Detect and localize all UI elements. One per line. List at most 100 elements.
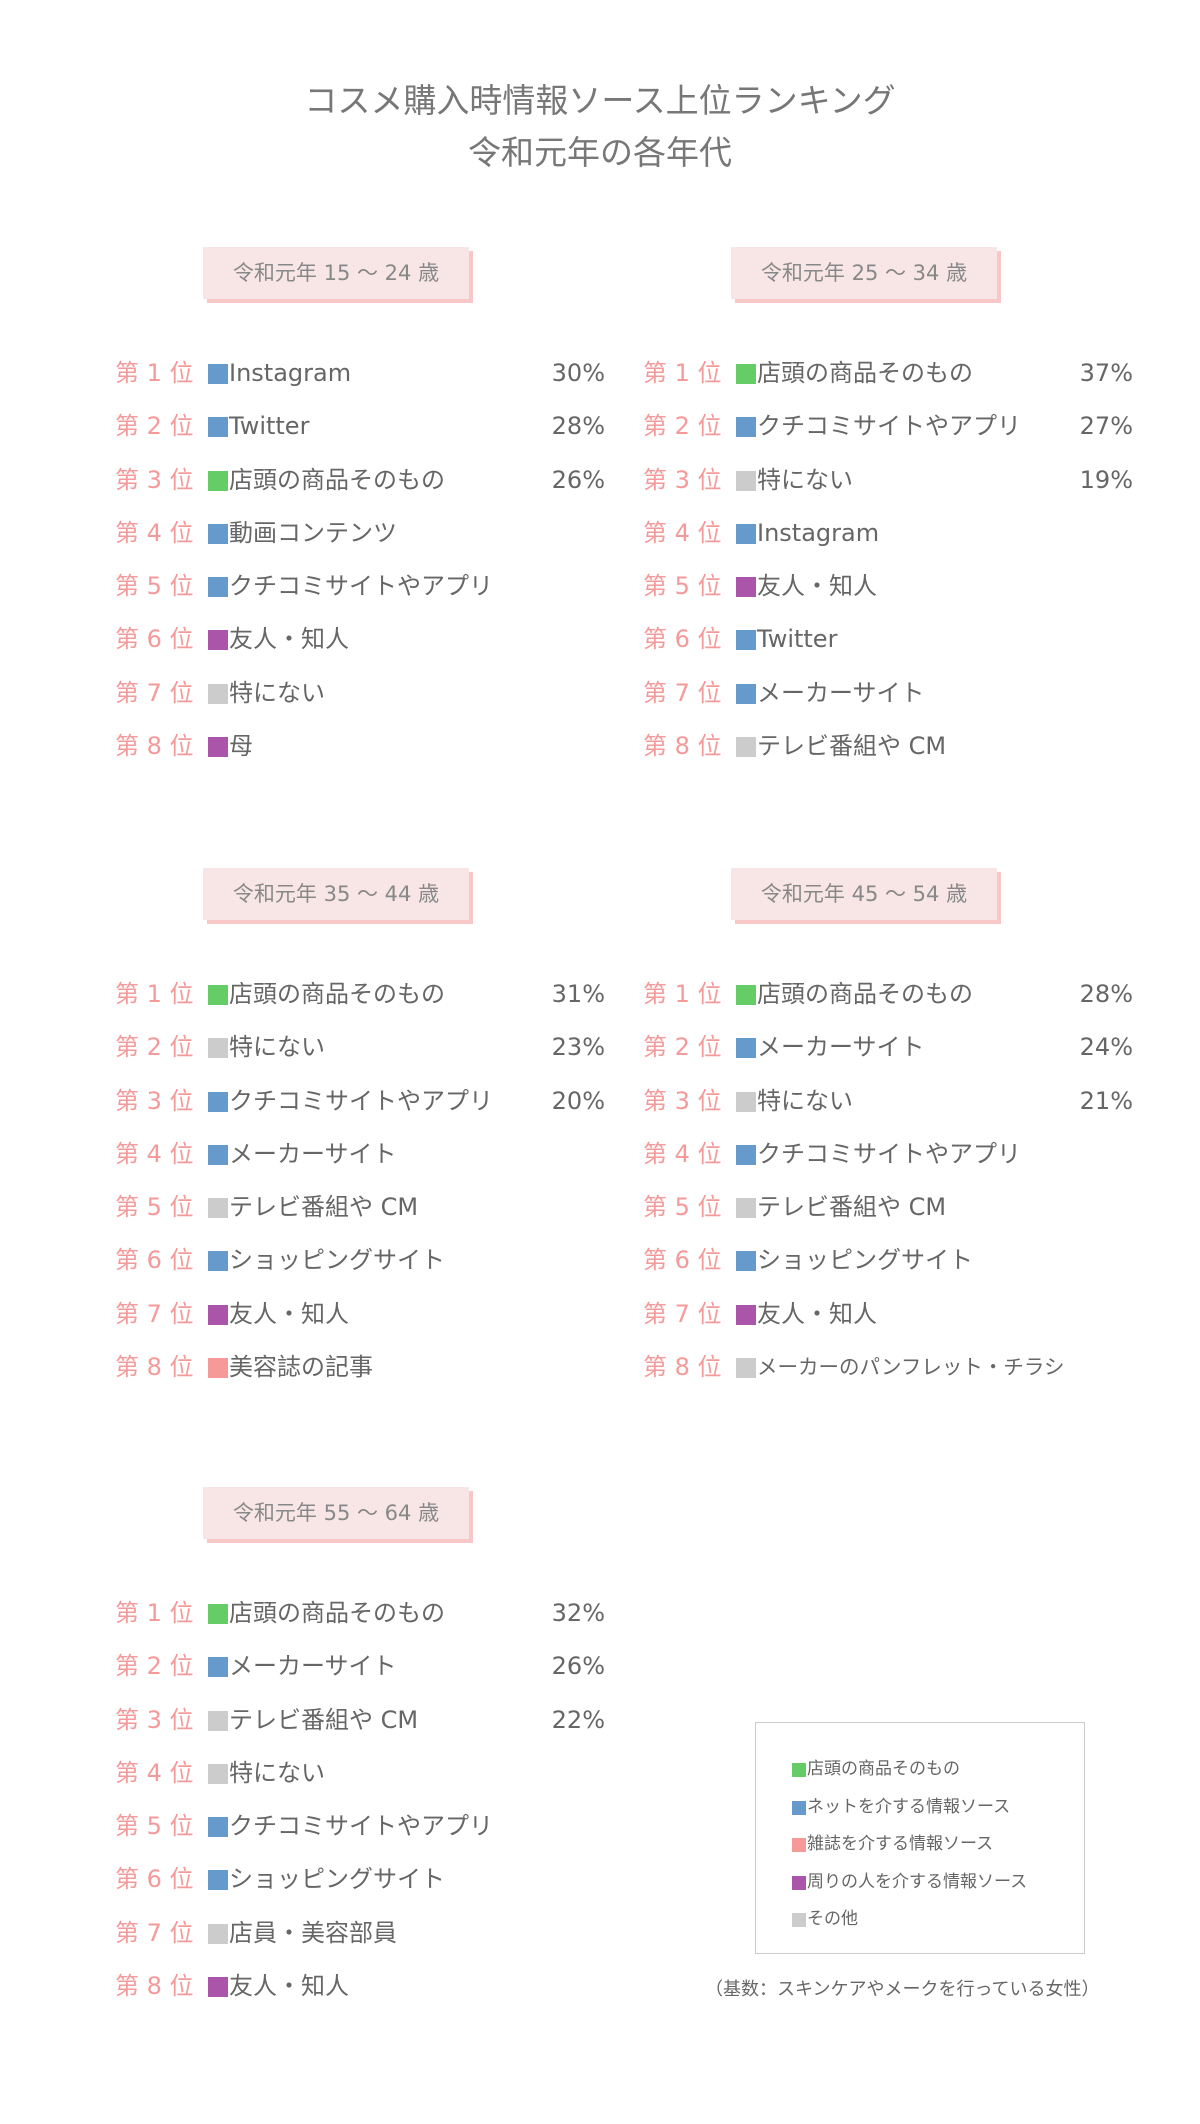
ranking-row: 第 4 位 メーカーサイト — [115, 1128, 605, 1181]
category-swatch — [736, 577, 756, 598]
ranking-row: 第 2 位 Twitter 28% — [115, 400, 605, 453]
source-label: 美容誌の記事 — [229, 1353, 373, 1382]
rank-label: 第 8 位 — [115, 732, 194, 761]
category-swatch — [208, 1763, 228, 1784]
source-label: 母 — [229, 732, 253, 761]
legend-swatch — [792, 1763, 806, 1777]
source-label: 特にない — [757, 1086, 853, 1115]
ranking-row: 第 6 位 友人・知人 — [115, 613, 605, 666]
ranking-row: 第 7 位 友人・知人 — [643, 1288, 1133, 1341]
percent-value: 26% — [551, 465, 605, 494]
rank-label: 第 8 位 — [643, 732, 722, 761]
source-label: テレビ番組や CM — [757, 732, 947, 761]
source-label: 動画コンテンツ — [229, 518, 397, 547]
ranking-row: 第 8 位 友人・知人 — [115, 1960, 605, 2013]
percent-value: 26% — [551, 1652, 605, 1681]
ranking-row: 第 5 位 テレビ番組や CM — [643, 1181, 1133, 1234]
ranking-row: 第 3 位 店頭の商品そのもの 26% — [115, 454, 605, 507]
percent-value: 37% — [1079, 359, 1133, 387]
ranking-row: 第 5 位 クチコミサイトやアプリ — [115, 1800, 605, 1853]
rank-label: 第 3 位 — [115, 1705, 194, 1734]
legend-swatch — [792, 1838, 806, 1852]
ranking-row: 第 7 位 メーカーサイト — [643, 667, 1133, 720]
percent-value: 24% — [1079, 1033, 1133, 1062]
rank-label: 第 8 位 — [115, 1353, 194, 1382]
ranking-row: 第 4 位 動画コンテンツ — [115, 507, 605, 560]
rank-label: 第 1 位 — [643, 980, 722, 1008]
ranking-row: 第 8 位 メーカーのパンフレット・チラシ — [643, 1341, 1133, 1394]
percent-value: 31% — [551, 980, 605, 1008]
rank-label: 第 1 位 — [115, 1599, 194, 1627]
rank-label: 第 2 位 — [643, 1033, 722, 1062]
source-label: テレビ番組や CM — [229, 1193, 419, 1222]
ranking-row: 第 5 位 クチコミサイトやアプリ — [115, 560, 605, 613]
source-label: メーカーのパンフレット・チラシ — [757, 1355, 1065, 1380]
source-label: クチコミサイトやアプリ — [757, 412, 1021, 441]
percent-value: 19% — [1079, 465, 1133, 494]
category-swatch — [208, 985, 228, 1005]
category-swatch — [208, 1358, 228, 1379]
source-label: 店員・美容部員 — [229, 1918, 397, 1947]
source-label: Twitter — [229, 412, 310, 441]
ranking-panel: 令和元年 15 〜 24 歳第 1 位 Instagram 30% 第 2 位 Twit… — [115, 247, 605, 760]
ranking-row: 第 3 位 特にない 21% — [643, 1075, 1133, 1128]
source-label: 店頭の商品そのもの — [757, 359, 973, 387]
rank-label: 第 2 位 — [115, 412, 194, 441]
panel-heading: 令和元年 55 〜 64 歳 — [203, 1487, 469, 1539]
category-swatch — [208, 1657, 228, 1678]
rank-label: 第 8 位 — [115, 1972, 194, 2001]
panel-heading: 令和元年 45 〜 54 歳 — [731, 868, 997, 920]
ranking-row: 第 1 位 Instagram 30% — [115, 347, 605, 400]
category-swatch — [736, 417, 756, 438]
legend-label: ネットを介する情報ソース — [807, 1796, 1011, 1817]
percent-value: 28% — [1079, 980, 1133, 1008]
ranking-row: 第 4 位 特にない — [115, 1747, 605, 1800]
source-label: 友人・知人 — [229, 625, 349, 654]
percent-value: 20% — [551, 1086, 605, 1115]
category-swatch — [208, 1091, 228, 1112]
legend-label: 店頭の商品そのもの — [807, 1759, 960, 1779]
rank-label: 第 8 位 — [643, 1353, 722, 1382]
legend-swatch — [792, 1913, 806, 1927]
category-swatch — [736, 523, 756, 544]
category-swatch — [208, 1870, 228, 1891]
category-swatch — [736, 1038, 756, 1059]
source-label: 特にない — [229, 678, 325, 707]
category-swatch — [208, 523, 228, 544]
legend-swatch — [792, 1875, 806, 1890]
category-swatch — [208, 1251, 228, 1272]
category-swatch — [736, 1144, 756, 1165]
rank-label: 第 4 位 — [115, 1758, 194, 1787]
rank-label: 第 1 位 — [115, 359, 194, 387]
category-swatch — [208, 364, 228, 384]
rank-label: 第 2 位 — [115, 1652, 194, 1681]
ranking-row: 第 3 位 特にない 19% — [643, 454, 1133, 507]
legend-label: その他 — [807, 1909, 858, 1929]
rank-label: 第 6 位 — [643, 1246, 722, 1275]
category-swatch — [208, 1038, 228, 1059]
source-label: 店頭の商品そのもの — [229, 465, 445, 494]
ranking-row: 第 7 位 店員・美容部員 — [115, 1907, 605, 1960]
source-label: メーカーサイト — [229, 1139, 397, 1168]
ranking-panel: 令和元年 25 〜 34 歳第 1 位 店頭の商品そのもの 37% 第 2 位 クチコミ… — [643, 247, 1133, 760]
category-swatch — [208, 1604, 228, 1624]
source-label: テレビ番組や CM — [229, 1705, 419, 1734]
category-swatch — [736, 737, 756, 758]
source-label: テレビ番組や CM — [757, 1193, 947, 1222]
source-label: 店頭の商品そのもの — [229, 980, 445, 1008]
source-label: 友人・知人 — [757, 1299, 877, 1328]
source-label: クチコミサイトやアプリ — [229, 1086, 493, 1115]
category-swatch — [208, 737, 228, 758]
source-label: Instagram — [229, 359, 352, 387]
legend-label: 周りの人を介する情報ソース — [807, 1871, 1028, 1892]
rank-label: 第 5 位 — [115, 572, 194, 601]
source-label: 友人・知人 — [229, 1972, 349, 2001]
category-swatch — [736, 1358, 756, 1379]
ranking-list: 第 1 位 店頭の商品そのもの 32% 第 2 位 メーカーサイト 26% 第 3 位 テレビ… — [115, 1587, 605, 2013]
category-swatch — [208, 577, 228, 598]
percent-value: 23% — [551, 1033, 605, 1062]
source-label: クチコミサイトやアプリ — [229, 572, 493, 601]
category-swatch — [736, 1198, 756, 1219]
rank-label: 第 5 位 — [643, 1193, 722, 1222]
ranking-panel: 令和元年 55 〜 64 歳第 1 位 店頭の商品そのもの 32% 第 2 位 メーカー… — [115, 1487, 605, 2000]
